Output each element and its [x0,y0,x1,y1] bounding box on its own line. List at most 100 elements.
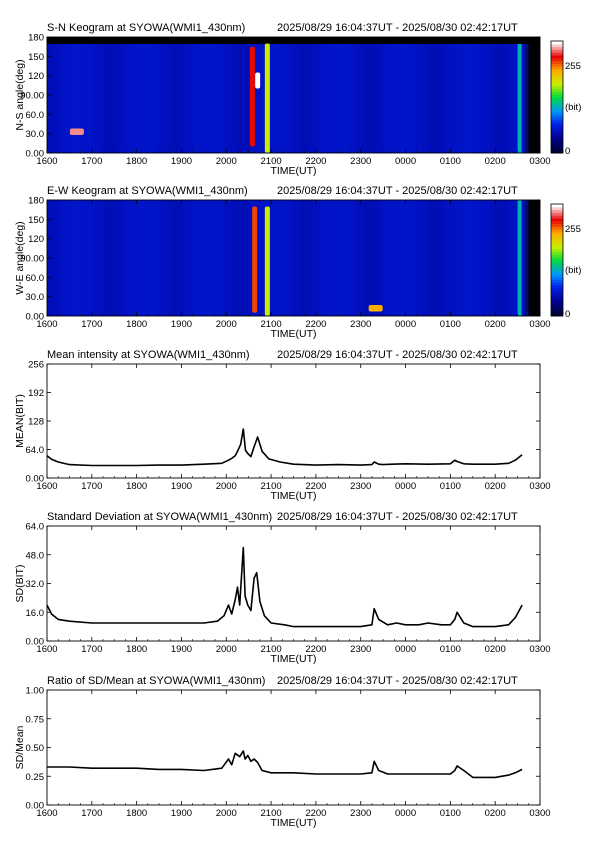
y-tick-label: 180 [28,33,44,44]
colorbar-swatch [551,150,563,154]
keogram-column [405,44,411,153]
colorbar-swatch [551,237,563,241]
keogram-column [523,44,529,153]
keogram-column [337,200,343,316]
keogram-column [308,44,314,153]
keogram-column [237,44,242,153]
x-tick-label: 0200 [485,319,506,330]
keogram-column [337,44,343,153]
keogram-column [111,44,117,153]
keogram-column [459,44,464,153]
x-tick-label: 1700 [81,156,102,167]
keogram-column [480,200,486,316]
keogram-column [308,200,314,316]
colorbar-swatch [551,83,563,87]
keogram-column [204,200,210,316]
keogram-column [122,44,127,153]
colorbar-swatch [551,302,563,306]
colorbar-swatch [551,307,563,311]
colorbar-swatch [551,251,563,255]
series-line [46,546,523,628]
keogram-column [427,200,432,316]
keogram-column [86,200,92,316]
keogram-column [491,200,497,316]
colorbar-swatch [551,119,563,123]
keogram-column [423,44,429,153]
keogram-column [466,44,472,153]
keogram-column [204,44,210,153]
colorbar-swatch [551,125,563,129]
keogram-column [290,44,296,153]
keogram-column [272,44,278,153]
keogram-column [509,200,515,316]
colorbar [550,40,564,154]
x-axis-label: TIME(UT) [270,653,316,665]
keogram-column [416,200,421,316]
keogram-column [186,200,192,316]
keogram-column [129,44,135,153]
keogram-column [513,44,518,153]
keogram-column [79,44,84,153]
keogram-column [68,44,74,153]
colorbar-swatch [551,41,563,45]
colorbar-swatch [551,147,563,151]
keogram-column [462,200,468,316]
y-tick-label: 180 [28,196,44,207]
colorbar-frame [550,203,564,317]
keogram-column [434,44,439,153]
keogram-column [57,44,63,153]
keogram-column [168,200,174,316]
keogram-column [64,44,70,153]
keogram-column [358,200,364,316]
colorbar-swatch [551,243,563,247]
colorbar-swatch [551,102,563,106]
plot-frame [46,689,541,806]
y-tick-label: 90.00 [20,91,44,102]
keogram-column [61,200,66,316]
keogram-column [495,44,500,153]
keogram-column [93,200,99,316]
keogram-column [391,44,396,153]
colorbar-swatch [551,313,563,317]
x-axis-label: TIME(UT) [270,817,316,829]
colorbar-swatch [551,234,563,239]
keogram-column [448,44,454,153]
keogram-column [90,200,95,316]
keogram-column [384,200,389,316]
colorbar-swatch [551,141,563,146]
keogram-column [82,44,88,153]
keogram-column [430,44,436,153]
keogram-column [233,200,239,316]
keogram-column [355,200,360,316]
y-tick-label: 120 [28,71,44,82]
x-tick-label: 2300 [350,156,371,167]
keogram-column [405,200,411,316]
colorbar-swatch [551,209,563,213]
keogram-column [165,44,170,153]
x-tick-label: 1600 [36,644,57,655]
x-tick-label: 0100 [440,481,461,492]
keogram-column [430,200,436,316]
keogram-column [380,44,386,153]
keogram-column [190,44,196,153]
x-tick-label: 2300 [350,481,371,492]
keogram-column [237,200,242,316]
keogram-column [477,44,482,153]
keogram-column [226,44,231,153]
keogram-column [276,44,282,153]
y-tick-label: 16.0 [26,608,45,619]
x-tick-label: 2000 [216,156,237,167]
x-tick-label: 2100 [261,481,282,492]
keogram-column [387,44,393,153]
keogram-column [412,200,418,316]
keogram-column [215,200,221,316]
keogram-column [287,44,292,153]
x-tick-label: 2200 [305,156,326,167]
keogram-column [186,44,192,153]
x-tick-label: 2200 [305,808,326,819]
keogram-column [125,200,131,316]
keogram-column [150,200,156,316]
keogram-column [215,44,221,153]
keogram-column [61,44,66,153]
keogram-column [272,200,278,316]
